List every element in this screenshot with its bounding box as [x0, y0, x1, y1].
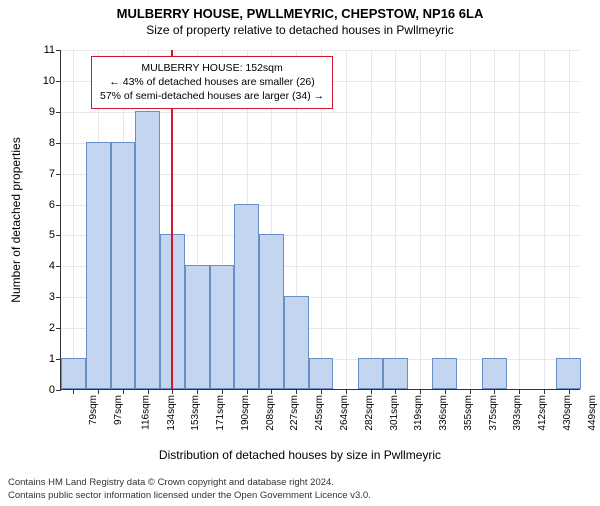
chart-subtitle: Size of property relative to detached ho… — [0, 23, 600, 37]
histogram-bar — [432, 358, 457, 389]
histogram-bar — [86, 142, 111, 389]
x-tick-label: 171sqm — [215, 395, 226, 431]
x-tick-label: 79sqm — [88, 395, 99, 425]
x-tick-label: 153sqm — [190, 395, 201, 431]
histogram-bar — [111, 142, 136, 389]
x-tick-label: 134sqm — [165, 395, 176, 431]
x-tick-label: 245sqm — [314, 395, 325, 431]
footer-line2: Contains public sector information licen… — [8, 490, 371, 502]
x-tick-label: 449sqm — [586, 395, 597, 431]
x-tick-label: 264sqm — [339, 395, 350, 431]
x-axis-label: Distribution of detached houses by size … — [0, 448, 600, 462]
y-axis-label: Number of detached properties — [9, 137, 23, 302]
histogram-bar — [234, 204, 259, 389]
x-tick-label: 355sqm — [463, 395, 474, 431]
chart-title: MULBERRY HOUSE, PWLLMEYRIC, CHEPSTOW, NP… — [0, 6, 600, 21]
x-tick-label: 97sqm — [113, 395, 124, 425]
x-tick-label: 208sqm — [264, 395, 275, 431]
annotation-line: MULBERRY HOUSE: 152sqm — [100, 61, 324, 75]
x-tick-label: 412sqm — [537, 395, 548, 431]
histogram-bar — [259, 234, 284, 389]
annotation-line: 57% of semi-detached houses are larger (… — [100, 89, 324, 103]
histogram-bar — [284, 296, 309, 389]
x-tick-label: 430sqm — [562, 395, 573, 431]
x-tick-label: 190sqm — [240, 395, 251, 431]
histogram-bar — [309, 358, 334, 389]
footer-attribution: Contains HM Land Registry data © Crown c… — [8, 477, 371, 502]
histogram-bar — [210, 265, 235, 389]
x-tick-label: 336sqm — [438, 395, 449, 431]
histogram-bar — [358, 358, 383, 389]
x-tick-label: 227sqm — [289, 395, 300, 431]
histogram-bar — [482, 358, 507, 389]
histogram-bar — [383, 358, 408, 389]
histogram-bar — [185, 265, 210, 389]
annotation-line: ← 43% of detached houses are smaller (26… — [100, 75, 324, 89]
footer-line1: Contains HM Land Registry data © Crown c… — [8, 477, 371, 489]
x-tick-label: 319sqm — [413, 395, 424, 431]
plot-area: 0123456789101179sqm97sqm116sqm134sqm153s… — [60, 50, 580, 390]
x-tick-label: 393sqm — [512, 395, 523, 431]
histogram-bar — [61, 358, 86, 389]
annotation-box: MULBERRY HOUSE: 152sqm← 43% of detached … — [91, 56, 333, 109]
x-tick-label: 116sqm — [140, 395, 151, 430]
histogram-bar — [135, 111, 160, 389]
x-tick-label: 375sqm — [487, 395, 498, 431]
histogram-bar — [556, 358, 581, 389]
x-tick-label: 301sqm — [388, 395, 399, 431]
x-tick-label: 282sqm — [364, 395, 375, 431]
